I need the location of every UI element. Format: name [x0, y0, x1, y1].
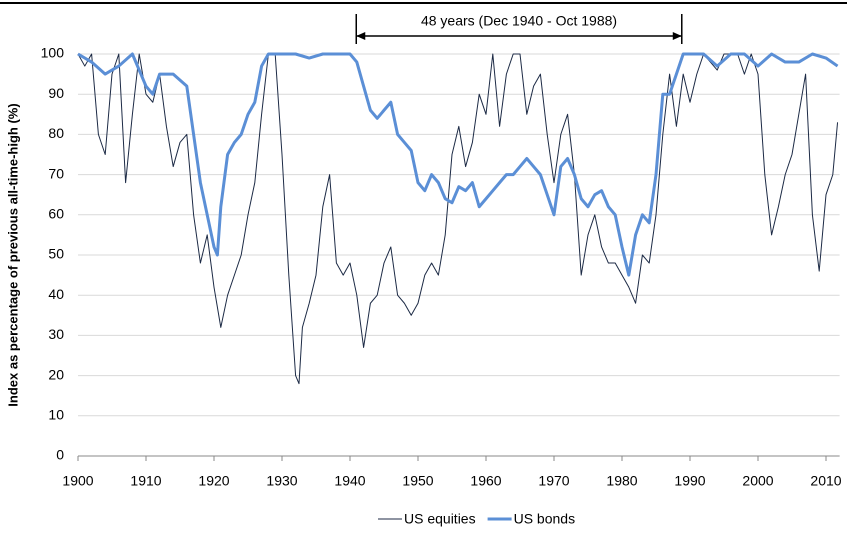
x-tick-label: 1950 — [402, 473, 433, 489]
y-tick-label: 70 — [48, 165, 64, 181]
y-axis-label: Index as percentage of previous all-time… — [5, 103, 20, 406]
series-line — [77, 53, 839, 385]
x-tick-label: 1960 — [470, 473, 501, 489]
y-tick-label: 40 — [48, 286, 64, 302]
x-tick-label: 2000 — [742, 473, 773, 489]
x-tick-label: 1910 — [130, 473, 161, 489]
x-tick-label: 1920 — [198, 473, 229, 489]
y-tick-label: 20 — [48, 366, 64, 382]
y-tick-label: 10 — [48, 407, 64, 423]
y-tick-label: 100 — [41, 45, 65, 61]
x-tick-label: 1970 — [538, 473, 569, 489]
x-tick-label: 2010 — [810, 473, 841, 489]
y-tick-label: 60 — [48, 206, 64, 222]
x-tick-label: 1930 — [266, 473, 297, 489]
x-tick-label: 1900 — [62, 473, 93, 489]
y-tick-label: 80 — [48, 125, 64, 141]
annotation-arrowhead — [672, 32, 682, 40]
y-tick-label: 90 — [48, 85, 64, 101]
series-line — [77, 52, 839, 277]
legend-label: US equities — [404, 511, 476, 527]
x-tick-label: 1980 — [606, 473, 637, 489]
legend-label: US bonds — [514, 511, 575, 527]
y-tick-label: 0 — [56, 447, 64, 463]
annotation-text: 48 years (Dec 1940 - Oct 1988) — [421, 13, 617, 29]
x-tick-label: 1940 — [334, 473, 365, 489]
annotation-arrowhead — [356, 32, 366, 40]
x-tick-label: 1990 — [674, 473, 705, 489]
y-tick-label: 50 — [48, 246, 64, 262]
y-tick-label: 30 — [48, 326, 64, 342]
